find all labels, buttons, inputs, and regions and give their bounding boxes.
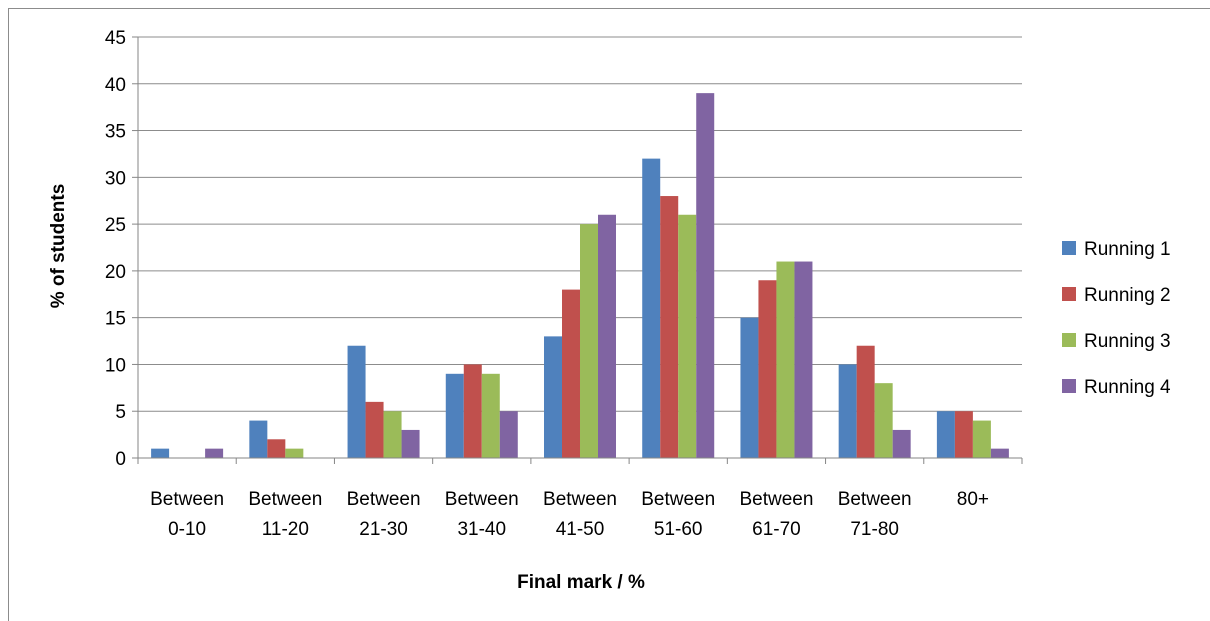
bar-running-2 [954, 411, 973, 458]
bar-running-4 [598, 214, 616, 458]
x-tick-label: 31-40 [457, 519, 506, 540]
legend: Running 1 Running 2 Running 3 Running 4 [1062, 239, 1171, 398]
x-tick-label: Between [248, 489, 322, 510]
x-tick-label: 51-60 [654, 519, 703, 540]
bar-running-1 [544, 336, 562, 458]
legend-swatch [1062, 287, 1076, 301]
x-tick-label: 0-10 [168, 519, 206, 540]
bar-running-4 [499, 411, 518, 458]
legend-label: Running 1 [1084, 239, 1171, 260]
bar-running-3 [678, 214, 697, 458]
legend-label: Running 2 [1084, 285, 1171, 306]
x-tick-label: Between [641, 489, 715, 510]
bar-running-3 [481, 373, 500, 458]
bar-running-2 [660, 196, 679, 459]
bar-running-4 [696, 93, 715, 458]
bar-running-3 [580, 224, 598, 458]
y-tick-label: 20 [105, 262, 126, 283]
chart-frame [8, 8, 1210, 621]
bar-running-1 [838, 364, 857, 458]
x-tick-label: 61-70 [752, 519, 801, 540]
y-tick-label: 5 [115, 402, 126, 423]
bar-running-3 [874, 383, 893, 458]
bar-running-4 [794, 261, 813, 458]
bar-running-2 [758, 280, 777, 458]
y-tick-label: 40 [105, 75, 126, 96]
bar-running-1 [445, 373, 464, 458]
bar-running-3 [285, 448, 304, 458]
x-tick-label: Between [543, 489, 617, 510]
legend-swatch [1062, 333, 1076, 347]
y-tick-label: 25 [105, 215, 126, 236]
bar-running-2 [856, 345, 875, 458]
bar-running-2 [463, 364, 482, 458]
x-tick-label: Between [347, 489, 421, 510]
bar-running-4 [990, 448, 1009, 458]
y-tick-label: 45 [105, 28, 126, 49]
bar-running-4 [892, 429, 911, 458]
y-tick-label: 0 [115, 449, 126, 470]
bar-running-2 [562, 289, 580, 458]
x-tick-label: 11-20 [262, 519, 309, 540]
bar-running-3 [972, 420, 991, 458]
bar-running-1 [151, 448, 170, 458]
legend-label: Running 4 [1084, 377, 1171, 398]
legend-swatch [1062, 241, 1076, 255]
bar-running-1 [936, 411, 955, 458]
y-axis-label: % of students [48, 184, 69, 309]
x-tick-label: 71-80 [850, 519, 899, 540]
x-tick-label: 80+ [957, 489, 989, 510]
legend-label: Running 3 [1084, 331, 1171, 352]
bar-running-2 [365, 401, 384, 458]
bar-running-4 [205, 448, 224, 458]
x-tick-label: Between [150, 489, 224, 510]
bar-running-1 [347, 345, 366, 458]
x-axis-ticks: Between 0-10 Between 11-20 Between 21-30 Betwe… [137, 457, 1023, 540]
bar-running-4 [401, 429, 420, 458]
y-tick-label: 30 [105, 168, 126, 189]
bar-running-2 [267, 439, 286, 458]
bars [151, 93, 1009, 459]
bar-running-3 [776, 261, 795, 458]
x-tick-label: Between [739, 489, 813, 510]
x-tick-label: 21-30 [359, 519, 408, 540]
y-axis-ticks: 0 5 10 15 20 25 30 35 40 45 [105, 28, 138, 470]
x-axis-label: Final mark / % [517, 572, 645, 593]
bar-running-3 [383, 411, 402, 458]
x-tick-label: Between [838, 489, 912, 510]
legend-swatch [1062, 379, 1076, 393]
y-tick-label: 35 [105, 122, 126, 143]
y-tick-label: 15 [105, 309, 126, 330]
x-tick-label: Between [445, 489, 519, 510]
bar-running-1 [740, 317, 759, 458]
y-tick-label: 10 [105, 355, 126, 376]
x-tick-label: 41-50 [556, 519, 605, 540]
bar-running-1 [642, 158, 661, 458]
bar-running-1 [249, 420, 268, 458]
